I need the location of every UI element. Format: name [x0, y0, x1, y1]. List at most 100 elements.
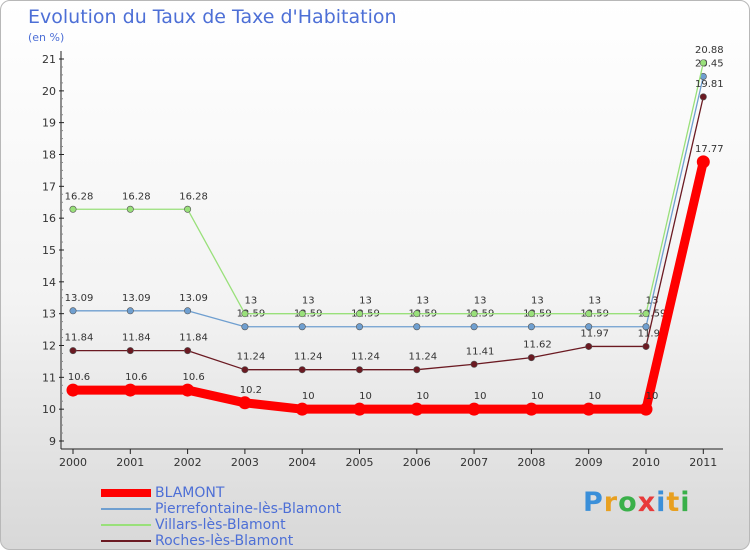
data-point — [184, 307, 192, 315]
data-point — [639, 402, 653, 416]
data-point — [585, 323, 593, 331]
data-label: 10 — [531, 391, 544, 402]
data-point — [184, 347, 192, 355]
chart-title: Evolution du Taux de Taxe d'Habitation — [28, 6, 397, 28]
y-tick-label: 16 — [42, 212, 56, 225]
data-point — [295, 402, 309, 416]
data-label: 11.97 — [580, 328, 609, 339]
proxiti-logo: Proxiti — [583, 487, 691, 518]
y-tick-label: 18 — [42, 149, 56, 162]
data-label: 10 — [474, 391, 487, 402]
data-point — [241, 310, 249, 318]
data-label: 13 — [359, 296, 372, 307]
data-point — [696, 155, 710, 169]
data-point — [470, 360, 478, 368]
data-point — [585, 310, 593, 318]
data-label: 19.81 — [695, 79, 724, 90]
x-tick-label: 2001 — [116, 456, 144, 469]
data-label: 10.6 — [125, 372, 147, 383]
data-point — [410, 402, 424, 416]
data-point — [527, 354, 535, 362]
series-line-3 — [72, 96, 704, 371]
data-label: 10.6 — [182, 372, 204, 383]
x-tick-label: 2005 — [346, 456, 374, 469]
data-point — [298, 366, 306, 374]
legend-item: Villars-lès-Blamont — [101, 517, 341, 533]
x-tick-label: 2010 — [632, 456, 660, 469]
legend-label: Pierrefontaine-lès-Blamont — [155, 501, 342, 517]
y-tick-label: 21 — [42, 53, 56, 66]
y-tick-label: 17 — [42, 180, 56, 193]
data-label: 10 — [302, 391, 315, 402]
data-point — [413, 366, 421, 374]
data-point — [527, 323, 535, 331]
series-line-0 — [68, 157, 708, 414]
legend-swatch — [101, 524, 151, 526]
data-label: 13 — [302, 296, 315, 307]
data-label: 13.09 — [179, 293, 208, 304]
y-tick-label: 9 — [49, 435, 56, 448]
x-tick-label: 2011 — [689, 456, 717, 469]
legend-item: BLAMONT — [101, 485, 341, 501]
data-point — [353, 402, 366, 416]
x-tick-label: 2006 — [403, 456, 431, 469]
data-label: 13 — [474, 296, 487, 307]
data-point — [123, 383, 137, 397]
series-line-2 — [72, 62, 704, 315]
data-point — [699, 59, 707, 67]
data-label: 11.84 — [65, 333, 94, 344]
legend-swatch — [101, 508, 151, 510]
x-tick-label: 2004 — [288, 456, 316, 469]
data-point — [241, 366, 249, 374]
y-tick-label: 19 — [42, 117, 56, 130]
data-point — [642, 323, 650, 331]
data-point — [467, 402, 481, 416]
data-point — [642, 342, 650, 350]
data-label: 11.84 — [179, 333, 208, 344]
x-tick-label: 2007 — [460, 456, 488, 469]
y-tick-label: 13 — [42, 308, 56, 321]
data-point — [241, 323, 249, 331]
data-point — [126, 205, 134, 213]
legend-item: Roches-lès-Blamont — [101, 533, 341, 549]
data-label: 16.28 — [65, 191, 94, 202]
data-point — [524, 402, 538, 416]
data-label: 10.6 — [68, 372, 90, 383]
data-point — [642, 310, 650, 318]
x-tick-label: 2003 — [231, 456, 259, 469]
data-label: 13 — [646, 296, 659, 307]
chart-subtitle: (en %) — [28, 31, 65, 44]
y-tick-label: 12 — [42, 340, 56, 353]
data-label: 13 — [416, 296, 429, 307]
legend-label: BLAMONT — [155, 485, 225, 501]
data-label: 10 — [646, 391, 659, 402]
data-label: 11.84 — [122, 333, 151, 344]
data-point — [582, 402, 596, 416]
data-point — [527, 310, 535, 318]
data-label: 11.24 — [408, 352, 437, 363]
data-point — [69, 307, 77, 315]
data-label: 11.24 — [237, 352, 266, 363]
y-tick-label: 11 — [42, 371, 56, 384]
data-label: 20.88 — [695, 45, 724, 56]
data-label: 13 — [588, 296, 601, 307]
data-point — [69, 205, 77, 213]
y-tick-label: 15 — [42, 244, 56, 257]
data-point — [355, 310, 363, 318]
y-tick-label: 20 — [42, 85, 56, 98]
legend-swatch — [101, 540, 151, 542]
data-point — [126, 307, 134, 315]
data-label: 13 — [531, 296, 544, 307]
data-point — [470, 310, 478, 318]
y-tick-label: 14 — [42, 276, 56, 289]
x-tick-label: 2009 — [575, 456, 603, 469]
data-point — [184, 205, 192, 213]
data-point — [238, 396, 252, 410]
data-label: 12.59 — [638, 309, 667, 320]
data-point — [181, 383, 195, 397]
data-point — [69, 347, 77, 355]
data-point — [298, 323, 306, 331]
data-point — [66, 383, 80, 397]
legend-swatch — [101, 489, 151, 497]
